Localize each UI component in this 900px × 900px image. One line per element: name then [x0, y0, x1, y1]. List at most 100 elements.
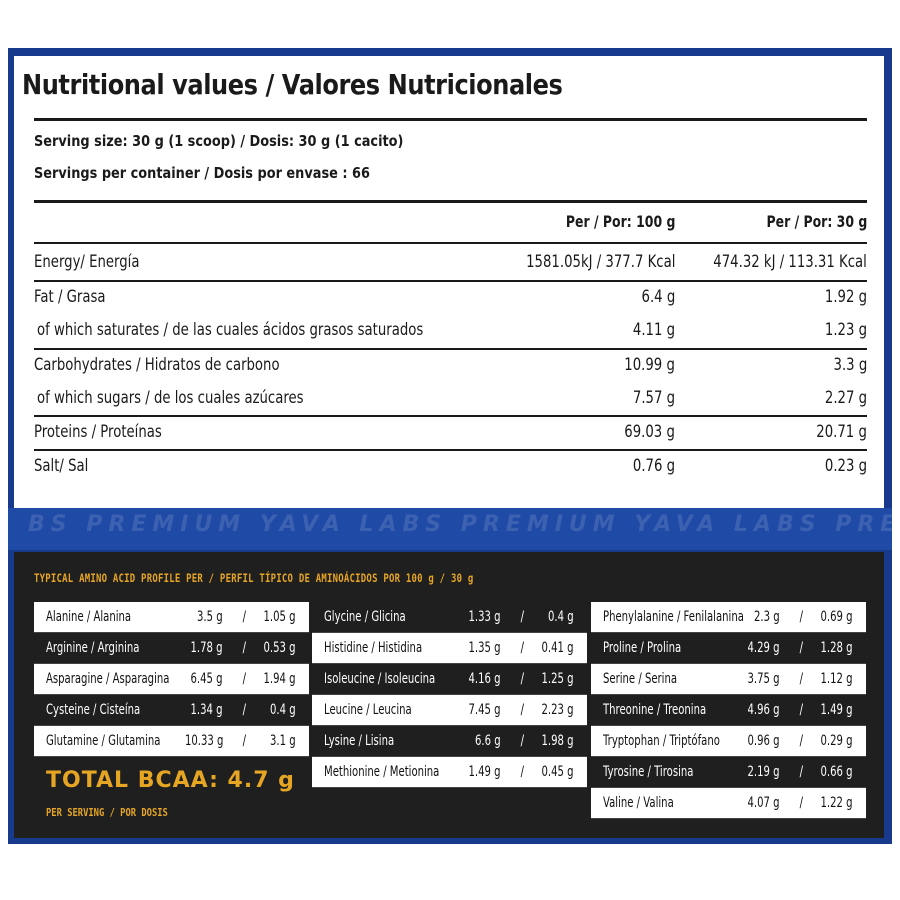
amino-per-30g: 3.1 g: [270, 733, 296, 749]
row-rule: [34, 348, 867, 350]
brand-band: BS PREMIUM YAVA LABS PREMIUM YAVA LABS P…: [8, 508, 892, 550]
separator: /: [799, 671, 804, 687]
amino-row-threonine: Threonine / Treonina 4.96 g / 1.49 g: [591, 695, 866, 726]
servings-per-container: Servings per container / Dosis por envas…: [34, 164, 370, 182]
amino-per-100g: 2.3 g: [754, 609, 780, 625]
amino-name: Asparagine / Asparagina: [46, 671, 170, 687]
amino-name: Threonine / Treonina: [603, 702, 707, 718]
amino-name: Arginine / Arginina: [46, 640, 140, 656]
amino-per-100g: 3.75 g: [747, 671, 780, 687]
amino-column-3: Phenylalanine / Fenilalanina 2.3 g / 0.6…: [591, 602, 866, 819]
amino-per-100g: 4.29 g: [747, 640, 780, 656]
amino-per-100g: 0.96 g: [747, 733, 780, 749]
amino-per-30g: 1.94 g: [263, 671, 296, 687]
nutrient-label: Carbohydrates / Hidratos de carbono: [34, 355, 280, 375]
separator: /: [242, 702, 247, 718]
nutrition-row-sugars: of which sugars / de los cuales azúcares…: [34, 382, 867, 416]
value-per-30g: 1.92 g: [824, 287, 867, 307]
separator: /: [799, 702, 804, 718]
nutrient-label: Fat / Grasa: [34, 287, 106, 307]
amino-row-valine: Valine / Valina 4.07 g / 1.22 g: [591, 788, 866, 819]
amino-row-isoleucine: Isoleucine / Isoleucina 4.16 g / 1.25 g: [312, 664, 587, 695]
amino-per-100g: 6.6 g: [475, 733, 501, 749]
separator: /: [799, 733, 804, 749]
amino-row-lysine: Lysine / Lisina 6.6 g / 1.98 g: [312, 726, 587, 757]
amino-name: Tyrosine / Tirosina: [603, 764, 694, 780]
amino-per-100g: 10.33 g: [184, 733, 223, 749]
value-per-30g: 2.27 g: [824, 388, 867, 408]
total-bcaa-subtitle: PER SERVING / POR DOSIS: [46, 806, 168, 819]
nutrition-panel: [14, 56, 884, 508]
amino-name: Cysteine / Cisteína: [46, 702, 141, 718]
value-per-30g: 3.3 g: [833, 355, 867, 375]
title-rule: [34, 118, 867, 121]
row-rule: [34, 449, 867, 451]
amino-row-leucine: Leucine / Leucina 7.45 g / 2.23 g: [312, 695, 587, 726]
row-rule: [34, 415, 867, 417]
amino-row-methionine: Methionine / Metionina 1.49 g / 0.45 g: [312, 757, 587, 788]
amino-column-1: Alanine / Alanina 3.5 g / 1.05 g Arginin…: [34, 602, 309, 757]
separator: /: [799, 609, 804, 625]
nutrient-label: of which sugars / de los cuales azúcares: [37, 388, 304, 408]
nutrient-label: of which saturates / de las cuales ácido…: [37, 320, 424, 340]
amino-profile-title: TYPICAL AMINO ACID PROFILE PER / PERFIL …: [34, 571, 474, 585]
amino-name: Phenylalanine / Fenilalanina: [603, 609, 744, 625]
amino-per-30g: 0.45 g: [541, 764, 574, 780]
amino-row-phenylalanine: Phenylalanine / Fenilalanina 2.3 g / 0.6…: [591, 602, 866, 633]
amino-name: Isoleucine / Isoleucina: [324, 671, 436, 687]
amino-per-30g: 0.4 g: [270, 702, 296, 718]
brand-watermark: BS PREMIUM YAVA LABS PREMIUM YAVA LABS P…: [28, 512, 892, 537]
separator: /: [799, 640, 804, 656]
col-header-30g: Per / Por: 30 g: [766, 212, 867, 231]
amino-per-30g: 1.28 g: [820, 640, 853, 656]
amino-row-cysteine: Cysteine / Cisteína 1.34 g / 0.4 g: [34, 695, 309, 726]
nutrition-row-salt: Salt/ Sal 0.76 g 0.23 g: [34, 450, 867, 484]
separator: /: [242, 609, 247, 625]
separator: /: [520, 764, 525, 780]
amino-per-100g: 3.5 g: [197, 609, 223, 625]
amino-per-30g: 1.49 g: [820, 702, 853, 718]
amino-per-100g: 4.07 g: [747, 795, 780, 811]
amino-row-serine: Serine / Serina 3.75 g / 1.12 g: [591, 664, 866, 695]
serving-rule: [34, 200, 867, 203]
amino-per-30g: 0.4 g: [548, 609, 574, 625]
amino-name: Glutamine / Glutamina: [46, 733, 161, 749]
value-per-100g: 6.4 g: [641, 287, 675, 307]
amino-name: Histidine / Histidina: [324, 640, 423, 656]
amino-per-30g: 1.05 g: [263, 609, 296, 625]
amino-per-30g: 0.29 g: [820, 733, 853, 749]
amino-per-30g: 0.41 g: [541, 640, 574, 656]
amino-row-proline: Proline / Prolina 4.29 g / 1.28 g: [591, 633, 866, 664]
nutrient-label: Salt/ Sal: [34, 456, 89, 476]
nutrition-title: Nutritional values / Valores Nutricional…: [22, 68, 563, 101]
separator: /: [520, 733, 525, 749]
amino-row-arginine: Arginine / Arginina 1.78 g / 0.53 g: [34, 633, 309, 664]
value-per-100g: 69.03 g: [624, 422, 675, 442]
amino-column-2: Glycine / Glicina 1.33 g / 0.4 g Histidi…: [312, 602, 587, 788]
amino-per-30g: 0.53 g: [263, 640, 296, 656]
amino-per-30g: 1.22 g: [820, 795, 853, 811]
col-header-100g: Per / Por: 100 g: [565, 212, 675, 231]
value-per-30g: 1.23 g: [824, 320, 867, 340]
amino-per-30g: 0.66 g: [820, 764, 853, 780]
amino-per-100g: 1.34 g: [190, 702, 223, 718]
header-rule: [34, 242, 867, 244]
amino-per-30g: 2.23 g: [541, 702, 574, 718]
separator: /: [242, 640, 247, 656]
value-per-30g: 474.32 kJ / 113.31 Kcal: [713, 252, 867, 272]
nutrient-label: Energy/ Energía: [34, 252, 140, 272]
amino-per-30g: 1.25 g: [541, 671, 574, 687]
amino-per-100g: 7.45 g: [468, 702, 501, 718]
amino-row-tryptophan: Tryptophan / Triptófano 0.96 g / 0.29 g: [591, 726, 866, 757]
separator: /: [520, 702, 525, 718]
amino-name: Lysine / Lisina: [324, 733, 395, 749]
row-rule: [34, 280, 867, 282]
amino-name: Tryptophan / Triptófano: [603, 733, 720, 749]
amino-per-30g: 0.69 g: [820, 609, 853, 625]
total-bcaa: TOTAL BCAA: 4.7 g: [46, 768, 295, 793]
amino-per-100g: 4.96 g: [747, 702, 780, 718]
nutrition-row-fat: Fat / Grasa 6.4 g 1.92 g: [34, 281, 867, 315]
serving-size: Serving size: 30 g (1 scoop) / Dosis: 30…: [34, 132, 404, 150]
nutrition-row-saturates: of which saturates / de las cuales ácido…: [34, 314, 867, 348]
value-per-100g: 0.76 g: [632, 456, 675, 476]
